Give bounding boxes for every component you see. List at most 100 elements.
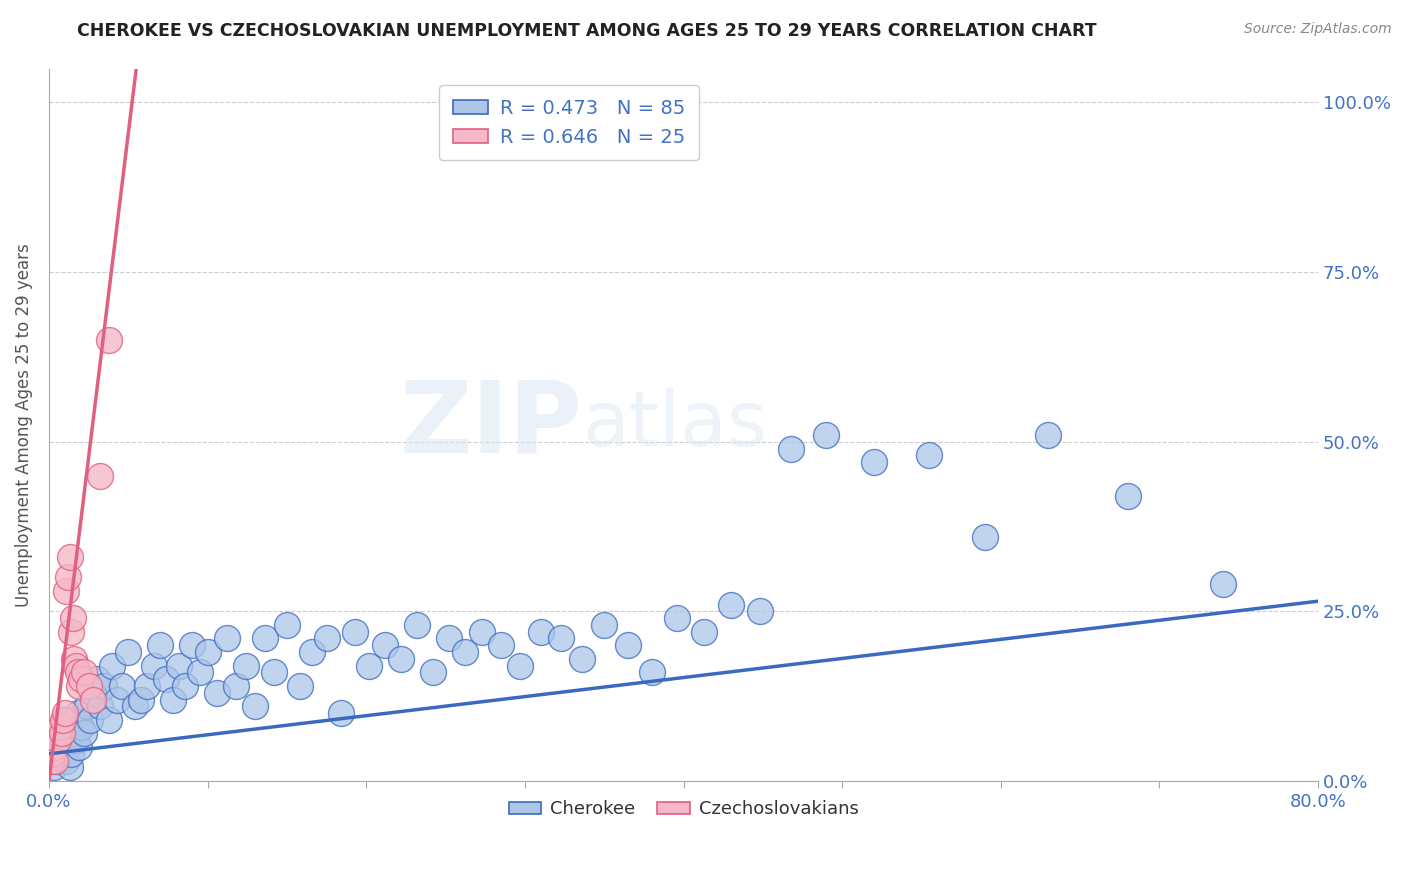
Point: [593, 618, 616, 632]
Point: [41, 740, 63, 755]
Point: [56, 570, 79, 584]
Point: [235, 658, 257, 673]
Point: [174, 679, 197, 693]
Point: [509, 658, 531, 673]
Point: [453, 645, 475, 659]
Point: [530, 624, 553, 639]
Point: [471, 624, 494, 639]
Point: [63, 713, 86, 727]
Legend: Cherokee, Czechoslovakians: Cherokee, Czechoslovakians: [502, 793, 866, 825]
Point: [77, 679, 100, 693]
Point: [76, 699, 98, 714]
Point: [89, 468, 111, 483]
Point: [79, 713, 101, 727]
Point: [53, 713, 76, 727]
Point: [974, 530, 997, 544]
Point: [55, 584, 77, 599]
Point: [39, 754, 62, 768]
Point: [67, 740, 90, 755]
Point: [56, 740, 79, 755]
Point: [89, 699, 111, 714]
Point: [641, 665, 664, 680]
Point: [98, 333, 121, 347]
Point: [155, 672, 177, 686]
Point: [105, 692, 128, 706]
Point: [276, 618, 298, 632]
Point: [101, 658, 124, 673]
Point: [53, 706, 76, 720]
Point: [263, 665, 285, 680]
Point: [55, 754, 77, 768]
Point: [215, 632, 238, 646]
Point: [111, 679, 134, 693]
Point: [39, 747, 62, 761]
Point: [180, 638, 202, 652]
Point: [374, 638, 396, 652]
Point: [98, 713, 121, 727]
Text: CHEROKEE VS CZECHOSLOVAKIAN UNEMPLOYMENT AMONG AGES 25 TO 29 YEARS CORRELATION C: CHEROKEE VS CZECHOSLOVAKIAN UNEMPLOYMENT…: [77, 22, 1097, 40]
Point: [666, 611, 689, 625]
Point: [44, 747, 66, 761]
Text: ZIP: ZIP: [399, 376, 582, 474]
Point: [1116, 489, 1139, 503]
Point: [48, 733, 70, 747]
Point: [93, 679, 115, 693]
Point: [288, 679, 311, 693]
Point: [51, 726, 73, 740]
Point: [315, 632, 337, 646]
Point: [52, 726, 75, 740]
Point: [124, 699, 146, 714]
Point: [63, 652, 86, 666]
Point: [67, 679, 90, 693]
Point: [49, 740, 72, 755]
Point: [73, 726, 96, 740]
Point: [693, 624, 716, 639]
Point: [550, 632, 572, 646]
Point: [253, 632, 276, 646]
Point: [66, 706, 89, 720]
Point: [389, 652, 412, 666]
Point: [780, 442, 803, 456]
Point: [136, 679, 159, 693]
Point: [52, 713, 75, 727]
Point: [44, 754, 66, 768]
Point: [142, 658, 165, 673]
Point: [41, 747, 63, 761]
Point: [49, 720, 72, 734]
Point: [82, 692, 104, 706]
Point: [748, 604, 770, 618]
Point: [69, 720, 91, 734]
Point: [489, 638, 512, 652]
Point: [69, 672, 91, 686]
Point: [51, 747, 73, 761]
Point: [863, 455, 886, 469]
Point: [60, 747, 83, 761]
Point: [571, 652, 593, 666]
Point: [42, 760, 65, 774]
Point: [359, 658, 381, 673]
Point: [167, 658, 190, 673]
Point: [225, 679, 247, 693]
Point: [918, 448, 941, 462]
Point: [197, 645, 219, 659]
Point: [129, 692, 152, 706]
Point: [42, 740, 65, 755]
Point: [58, 760, 80, 774]
Point: [720, 598, 742, 612]
Point: [45, 733, 67, 747]
Point: [117, 645, 139, 659]
Point: [58, 550, 80, 565]
Point: [45, 726, 67, 740]
Point: [301, 645, 323, 659]
Point: [205, 686, 228, 700]
Point: [48, 754, 70, 768]
Point: [82, 686, 104, 700]
Point: [66, 665, 89, 680]
Point: [617, 638, 640, 652]
Point: [245, 699, 267, 714]
Text: Source: ZipAtlas.com: Source: ZipAtlas.com: [1244, 22, 1392, 37]
Point: [406, 618, 429, 632]
Point: [65, 733, 87, 747]
Y-axis label: Unemployment Among Ages 25 to 29 years: Unemployment Among Ages 25 to 29 years: [15, 243, 32, 607]
Point: [73, 665, 96, 680]
